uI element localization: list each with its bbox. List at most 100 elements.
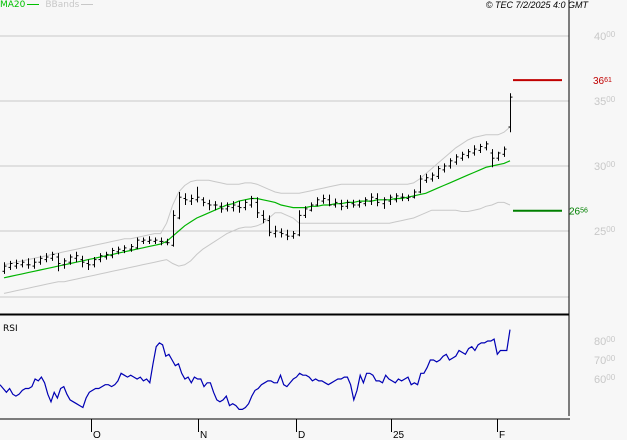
- legend-bbands-swatch: [81, 4, 94, 5]
- copyright-timestamp: © TEC 7/2/2025 4:0 GMT: [485, 0, 588, 10]
- rsi-tick-60: 6000: [594, 373, 616, 386]
- support-label: 2656: [569, 207, 588, 218]
- ohlc-bar: [189, 194, 194, 205]
- legend-ma20-label: MA20: [0, 0, 26, 10]
- price-tick-4000: 4000: [594, 30, 616, 43]
- x-tick-F: F: [497, 419, 505, 440]
- ohlc-bar: [135, 237, 140, 250]
- ohlc-bar: [297, 210, 302, 237]
- ohlc-bar: [219, 202, 224, 213]
- ohlc-bar: [141, 237, 146, 244]
- ohlc-bar: [110, 247, 115, 259]
- ohlc-bar: [2, 262, 7, 274]
- ohlc-bar: [315, 197, 320, 207]
- ohlc-bar: [454, 154, 459, 165]
- ohlc-bar: [249, 195, 254, 208]
- x-tick-D: D: [296, 419, 305, 440]
- ohlc-bar: [104, 251, 109, 260]
- ohlc-bar: [460, 151, 465, 161]
- ohlc-bar: [80, 255, 85, 268]
- ohlc-bar: [508, 93, 513, 133]
- ohlc-bar: [279, 228, 284, 238]
- ohlc-bar: [213, 201, 218, 211]
- level-labels: 3661 2656: [569, 76, 612, 218]
- ohlc-bar: [309, 202, 314, 212]
- rsi-tick-70: 7000: [594, 354, 616, 367]
- ohlc-bar: [231, 201, 236, 212]
- ohlc-bar: [153, 237, 158, 244]
- ohlc-bar: [496, 151, 501, 161]
- ohlc-bar: [285, 229, 290, 241]
- svg-text:O: O: [93, 430, 101, 440]
- y-axis-ticks: 4000 3500 3000 2500 8000 7000 6000: [594, 30, 616, 386]
- ohlc-bar: [321, 194, 326, 204]
- ohlc-bar: [165, 238, 170, 246]
- ohlc-bar: [56, 253, 61, 272]
- ohlc-bar: [171, 210, 176, 247]
- ohlc-bar: [225, 202, 230, 212]
- svg-text:F: F: [499, 430, 505, 440]
- ohlc-bar: [291, 231, 296, 239]
- ohlc-bar: [339, 199, 344, 211]
- ohlc-bar: [32, 258, 37, 269]
- ohlc-bar: [484, 141, 489, 151]
- ohlc-bar: [26, 258, 31, 269]
- ma20-line: [3, 160, 511, 279]
- ohlc-bar: [448, 158, 453, 169]
- price-panel: [0, 35, 569, 298]
- legend: MA20 BBands: [0, 0, 94, 12]
- ohlc-bar: [68, 254, 73, 265]
- legend-bbands[interactable]: BBands: [45, 0, 94, 10]
- ohlc-bar: [394, 193, 399, 203]
- ohlc-bar: [357, 199, 362, 208]
- rsi-line: [0, 329, 511, 410]
- ohlc-bar: [8, 260, 13, 270]
- bbands-lower-line: [3, 201, 511, 294]
- price-bars: [2, 93, 513, 274]
- ohlc-bar: [406, 194, 411, 202]
- ohlc-bar: [183, 193, 188, 205]
- ohlc-bar: [195, 186, 200, 203]
- svg-text:25: 25: [393, 430, 405, 440]
- ohlc-bar: [237, 201, 242, 213]
- ohlc-bar: [98, 253, 103, 263]
- x-tick-25: 25: [391, 419, 405, 440]
- x-axis-ticks: O N D 25 F: [91, 419, 505, 440]
- svg-text:D: D: [298, 430, 305, 440]
- ohlc-bar: [38, 255, 43, 265]
- ohlc-bar: [303, 206, 308, 218]
- ohlc-bar: [424, 173, 429, 183]
- ohlc-bar: [388, 194, 393, 205]
- price-tick-3000: 3000: [594, 160, 616, 173]
- ohlc-bar: [363, 197, 368, 207]
- legend-ma20[interactable]: MA20: [0, 0, 40, 10]
- ohlc-bar: [74, 251, 79, 263]
- price-gridlines: [0, 35, 569, 232]
- rsi-tick-80: 8000: [594, 335, 616, 348]
- price-tick-2500: 2500: [594, 225, 616, 238]
- ohlc-bar: [207, 199, 212, 211]
- ohlc-bar: [116, 246, 121, 255]
- ohlc-bar: [502, 146, 507, 157]
- ohlc-bar: [86, 259, 91, 270]
- rsi-label: RSI: [3, 324, 18, 334]
- ohlc-bar: [159, 237, 164, 246]
- ohlc-bar: [430, 172, 435, 182]
- ohlc-bar: [44, 253, 49, 263]
- ohlc-bar: [472, 145, 477, 156]
- svg-text:N: N: [200, 430, 207, 440]
- legend-bbands-label: BBands: [45, 0, 80, 10]
- ohlc-bar: [382, 197, 387, 209]
- ohlc-bar: [267, 215, 272, 237]
- ohlc-bar: [436, 166, 441, 179]
- ohlc-bar: [273, 225, 278, 238]
- ohlc-bar: [92, 257, 97, 268]
- x-tick-O: O: [91, 419, 101, 440]
- ohlc-bar: [201, 197, 206, 207]
- ohlc-bar: [243, 199, 248, 211]
- x-tick-N: N: [198, 419, 207, 440]
- price-tick-3500: 3500: [594, 95, 616, 108]
- ohlc-bar: [412, 189, 417, 199]
- bbands-upper-line: [3, 126, 511, 266]
- ohlc-bar: [375, 193, 380, 207]
